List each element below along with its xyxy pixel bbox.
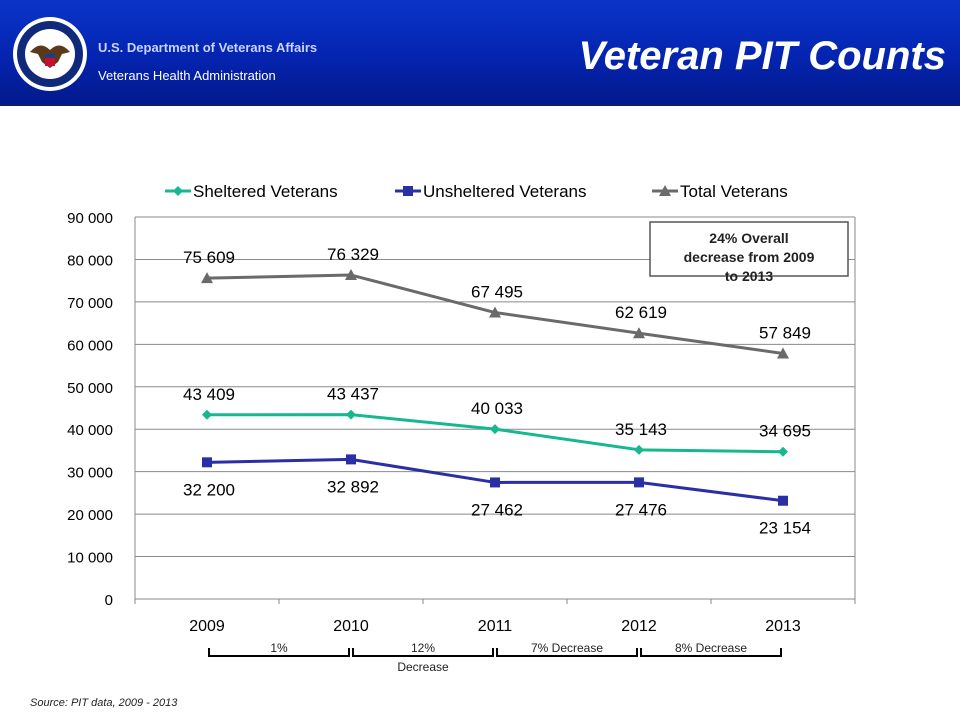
legend-label: Total Veterans xyxy=(680,182,788,201)
data-label: 34 695 xyxy=(759,422,811,441)
data-point xyxy=(202,457,212,468)
org-name: U.S. Department of Veterans Affairs xyxy=(98,40,318,55)
data-label: 43 409 xyxy=(183,385,235,404)
data-point xyxy=(778,495,788,506)
data-point xyxy=(633,327,645,339)
org-subname: Veterans Health Administration xyxy=(98,68,276,83)
data-label: 27 462 xyxy=(471,500,523,519)
y-tick-label: 60 000 xyxy=(67,337,113,354)
va-seal-icon xyxy=(13,17,87,91)
annotation-box xyxy=(649,221,849,277)
data-label: 75 609 xyxy=(183,248,235,267)
data-point xyxy=(403,186,413,196)
data-point xyxy=(634,477,644,488)
y-tick-label: 70 000 xyxy=(67,295,113,312)
x-tick-label: 2010 xyxy=(333,618,369,635)
data-point xyxy=(778,446,788,457)
decrease-label: 8% Decrease xyxy=(675,641,747,655)
data-point xyxy=(346,454,356,465)
decrease-bracket xyxy=(496,648,638,657)
legend-label: Sheltered Veterans xyxy=(193,182,338,201)
decrease-bracket xyxy=(352,648,494,657)
data-point xyxy=(345,269,357,281)
data-point xyxy=(202,409,212,420)
annotation-text: 24% Overall xyxy=(709,230,788,246)
legend-label: Unsheltered Veterans xyxy=(423,182,587,201)
annotation-text: decrease from 2009 xyxy=(684,249,815,265)
y-tick-label: 30 000 xyxy=(67,465,113,482)
header-banner xyxy=(0,0,960,104)
x-tick-label: 2012 xyxy=(621,618,657,635)
data-label: 67 495 xyxy=(471,283,523,302)
data-point xyxy=(490,477,500,488)
data-point xyxy=(201,272,213,284)
data-label: 43 437 xyxy=(327,385,379,404)
y-tick-label: 40 000 xyxy=(67,422,113,439)
decrease-label: 7% Decrease xyxy=(531,641,603,655)
data-label: 57 849 xyxy=(759,323,811,342)
data-label: 62 619 xyxy=(615,303,667,322)
decrease-label: 12% xyxy=(411,641,435,655)
data-label: 76 329 xyxy=(327,245,379,264)
source-note: Source: PIT data, 2009 - 2013 xyxy=(30,697,178,709)
data-point xyxy=(489,306,501,318)
data-point xyxy=(490,424,500,435)
data-point xyxy=(173,186,183,196)
y-tick-label: 20 000 xyxy=(67,507,113,524)
decrease-bracket xyxy=(208,648,350,657)
header-divider xyxy=(0,104,960,106)
data-label: 32 200 xyxy=(183,480,235,499)
x-tick-label: 2011 xyxy=(478,618,513,635)
decrease-label: Decrease xyxy=(397,660,449,674)
data-label: 32 892 xyxy=(327,477,379,496)
data-point xyxy=(346,409,356,420)
data-label: 27 476 xyxy=(615,500,667,519)
data-label: 35 143 xyxy=(615,420,667,439)
y-tick-label: 0 xyxy=(105,592,113,609)
data-point xyxy=(634,444,644,455)
annotation-text: to 2013 xyxy=(725,268,773,284)
data-label: 40 033 xyxy=(471,399,523,418)
decrease-bracket xyxy=(640,648,782,657)
decrease-label: 1% xyxy=(270,641,288,655)
page-title: Veteran PIT Counts xyxy=(578,34,946,78)
data-label: 23 154 xyxy=(759,519,811,538)
x-tick-label: 2013 xyxy=(765,618,801,635)
x-tick-label: 2009 xyxy=(189,618,225,635)
y-tick-label: 10 000 xyxy=(67,550,113,567)
y-tick-label: 50 000 xyxy=(67,380,113,397)
data-point xyxy=(777,347,789,359)
y-tick-label: 80 000 xyxy=(67,252,113,269)
y-tick-label: 90 000 xyxy=(67,210,113,227)
data-point xyxy=(659,185,671,196)
